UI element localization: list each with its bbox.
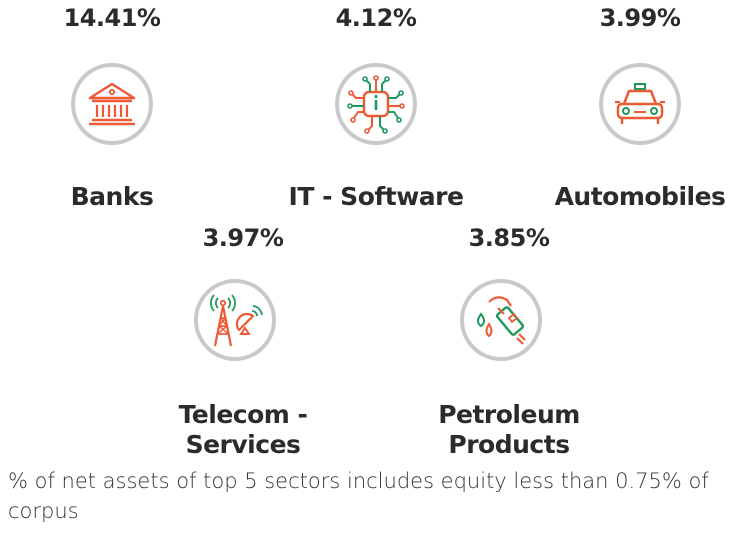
circuit-chip-icon xyxy=(334,62,418,146)
bank-building-icon xyxy=(70,62,154,146)
sector-percent: 4.12% xyxy=(335,4,417,32)
sector-name-line1: Telecom - xyxy=(178,400,308,429)
sector-automobiles: 3.99% xyxy=(540,4,737,32)
telecom-tower-icon xyxy=(193,278,277,362)
sector-name: IT - Software xyxy=(288,182,464,211)
footnote: % of net assets of top 5 sectors include… xyxy=(8,469,709,523)
sector-name-line1: Petroleum xyxy=(438,400,580,429)
sector-it-software: 4.12% xyxy=(276,4,476,32)
sector-name-line2: Services xyxy=(185,430,301,459)
sector-automobiles-label: Automobiles xyxy=(540,182,737,212)
sector-banks: 14.41% xyxy=(12,4,212,32)
sector-name: Banks xyxy=(70,182,154,211)
fuel-nozzle-icon xyxy=(459,278,543,362)
sector-it-software-label: IT - Software xyxy=(276,182,476,212)
sector-percent: 3.99% xyxy=(599,4,681,32)
sector-percent: 3.85% xyxy=(468,224,550,252)
sector-banks-label: Banks xyxy=(12,182,212,212)
car-icon xyxy=(598,62,682,146)
sector-name-line2: Products xyxy=(448,430,570,459)
sector-telecom: 3.97% xyxy=(143,224,343,252)
sector-name: Automobiles xyxy=(554,182,726,211)
sector-petroleum: 3.85% xyxy=(409,224,609,252)
sector-percent: 14.41% xyxy=(63,4,161,32)
sector-percent: 3.97% xyxy=(202,224,284,252)
sector-telecom-label: Telecom - Services xyxy=(143,400,343,460)
sector-petroleum-label: Petroleum Products xyxy=(409,400,609,460)
